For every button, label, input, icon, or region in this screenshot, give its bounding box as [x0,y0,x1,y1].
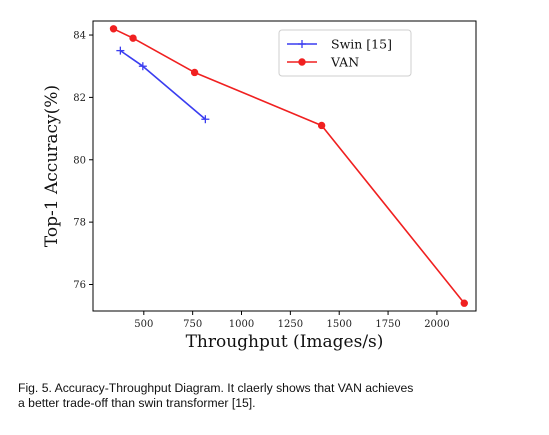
y-tick-label: 82 [73,93,86,104]
y-axis-ticks: 76 78 80 82 84 [73,31,93,291]
legend-label: Swin [15] [331,37,392,52]
y-tick-label: 84 [73,31,86,42]
x-tick-label: 1500 [326,319,351,330]
data-point [298,58,306,66]
x-axis-ticks: 500 750 1000 1250 1500 1750 2000 [134,311,450,330]
legend-entry: VAN [287,55,359,70]
figure-caption: Fig. 5. Accuracy-Throughput Diagram. It … [18,381,538,411]
data-point [109,25,118,33]
legend-entry: Swin [15] [287,37,392,52]
legend: Swin [15] VAN [278,29,412,77]
series-van [109,25,468,307]
data-point [116,46,125,55]
series-line [119,49,206,120]
series-layer [109,25,468,307]
y-axis-title: Top-1 Accuracy(%) [42,85,62,247]
y-tick-label: 80 [73,155,86,166]
y-tick-label: 78 [73,218,86,229]
x-tick-label: 1750 [375,319,400,330]
series-swin-15 [116,46,210,124]
x-tick-label: 500 [134,319,153,330]
data-point [190,68,199,77]
plot-frame [92,20,477,312]
x-tick-label: 1250 [278,319,303,330]
data-point [298,40,306,48]
x-axis-title: Throughput (Images/s) [186,332,384,352]
x-tick-label: 750 [183,319,202,330]
accuracy-throughput-chart: 76 78 80 82 84 500 750 1000 1250 1500 1750 2000 Th… [42,20,477,352]
data-point [138,62,147,71]
caption-line-1: Fig. 5. Accuracy-Throughput Diagram. It … [18,381,414,395]
x-tick-label: 2000 [424,319,449,330]
legend-label: VAN [330,55,359,70]
caption-line-2: a better trade-off than swin transformer… [18,396,256,410]
y-tick-label: 76 [73,280,86,291]
data-point [201,115,210,124]
data-point [129,34,137,42]
legend-box [278,29,412,77]
x-tick-label: 1000 [229,319,254,330]
data-point [460,299,468,307]
data-point [317,121,326,130]
